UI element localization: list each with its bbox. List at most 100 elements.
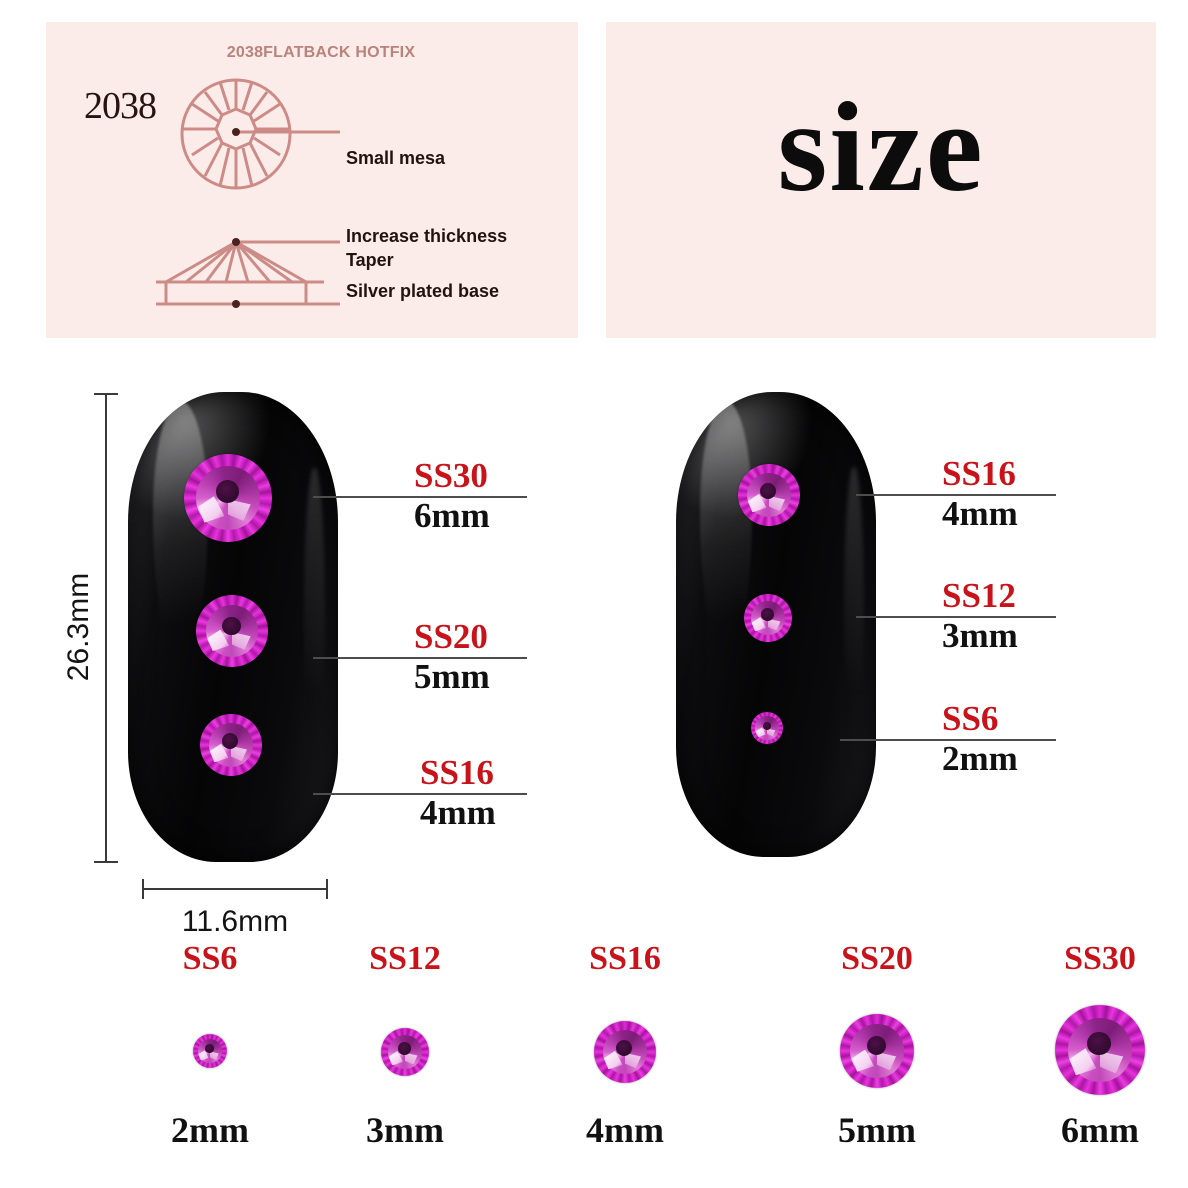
swatch-ss12: SS12 3mm xyxy=(310,930,500,1170)
gem-highlight-right xyxy=(232,632,251,650)
leader-line-ss16-right xyxy=(856,494,1056,496)
swatch-gem-holder xyxy=(310,1002,500,1102)
gem-ss12-on-nail-right xyxy=(744,594,792,642)
diagram-anchor-dots xyxy=(232,128,240,308)
gem-top-facet-spokes xyxy=(182,80,290,188)
gem-core xyxy=(762,721,771,730)
label-taper: Taper xyxy=(346,250,394,270)
gem-highlight-left xyxy=(756,727,766,737)
swatch-gem-holder xyxy=(782,1002,972,1102)
nail-left-height-dimension xyxy=(94,393,118,863)
gem-highlight-right xyxy=(769,495,785,512)
callout-ss12-right: SS12 3mm xyxy=(942,578,1018,653)
callout-ss-label: SS12 xyxy=(942,576,1016,615)
swatch-mm-label: 5mm xyxy=(838,1110,916,1150)
gem-core xyxy=(205,1044,215,1054)
swatch-ss6: SS6 2mm xyxy=(115,930,305,1170)
gem-highlight-right xyxy=(877,1052,897,1071)
callout-ss16: SS16 4mm xyxy=(420,755,496,830)
nail-left xyxy=(128,392,338,862)
swatch-ss16: SS16 4mm xyxy=(530,930,720,1170)
gem-highlight-right xyxy=(1100,1051,1124,1074)
swatch-ss20: SS20 5mm xyxy=(782,930,972,1170)
gem-ss30-swatch xyxy=(1055,1005,1145,1095)
callout-mm-label: 3mm xyxy=(942,616,1018,655)
spec-panel-code: 2038 xyxy=(84,85,157,127)
gem-highlight-right xyxy=(210,1051,219,1060)
gem-core xyxy=(760,482,777,499)
callout-mm-label: 5mm xyxy=(414,657,490,696)
callout-ss20: SS20 5mm xyxy=(414,619,490,694)
callout-ss16-right: SS16 4mm xyxy=(942,456,1018,531)
swatch-mm-label: 3mm xyxy=(366,1110,444,1150)
leader-line-ss12-right xyxy=(856,616,1056,618)
callout-mm-label: 2mm xyxy=(942,739,1018,778)
swatch-gem-holder xyxy=(1005,1002,1188,1102)
nail-right-gloss xyxy=(700,401,752,662)
size-panel-title: size xyxy=(777,76,985,218)
gem-ss6-swatch xyxy=(193,1034,227,1068)
callout-ss6-right: SS6 2mm xyxy=(942,701,1018,776)
callout-ss-label: SS20 xyxy=(414,617,488,656)
gem-core xyxy=(398,1042,411,1055)
gem-core xyxy=(215,480,239,504)
gem-core xyxy=(616,1039,633,1056)
leader-line-ss16 xyxy=(313,793,527,795)
size-swatch-row: SS6 2mm SS12 3mm SS16 xyxy=(60,930,1150,1170)
size-panel: size xyxy=(606,22,1156,338)
gem-core xyxy=(222,732,239,749)
swatch-mm-label: 4mm xyxy=(586,1110,664,1150)
gem-ss16-on-nail xyxy=(200,714,262,776)
nail-left-height-label: 26.3mm xyxy=(62,572,95,682)
gem-core xyxy=(866,1036,886,1056)
gem-highlight-right xyxy=(231,745,247,762)
label-silver-plated-base: Silver plated base xyxy=(346,281,500,301)
callout-ss-label: SS16 xyxy=(420,753,494,792)
gem-highlight-right xyxy=(768,618,781,631)
gem-ss16-swatch xyxy=(594,1021,656,1083)
leader-line-ss30 xyxy=(313,496,527,498)
gem-ss12-swatch xyxy=(381,1028,429,1076)
gem-ss6-on-nail-right xyxy=(751,712,783,744)
label-increase-thickness: Increase thickness xyxy=(346,226,508,246)
nail-right-gloss-secondary xyxy=(844,466,864,755)
swatch-ss-label: SS12 xyxy=(369,940,441,977)
leader-line-ss20 xyxy=(313,657,527,659)
gem-highlight-right xyxy=(625,1052,641,1069)
swatch-ss-label: SS6 xyxy=(182,940,238,977)
nail-right xyxy=(676,392,876,857)
gem-ss30-on-nail xyxy=(184,454,272,542)
swatch-gem-holder xyxy=(115,1002,305,1102)
gem-highlight-right xyxy=(228,499,251,521)
swatch-gem-holder xyxy=(530,1002,720,1102)
gem-ss16-on-nail-right xyxy=(738,464,800,526)
swatch-mm-label: 6mm xyxy=(1061,1110,1139,1150)
gem-ss20-swatch xyxy=(840,1014,914,1088)
gem-highlight-left xyxy=(198,1050,209,1061)
callout-mm-label: 4mm xyxy=(420,793,496,832)
spec-panel-header: 2038FLATBACK HOTFIX xyxy=(226,44,416,61)
swatch-ss30: SS30 6mm xyxy=(1005,930,1188,1170)
callout-ss30: SS30 6mm xyxy=(414,458,490,533)
swatch-ss-label: SS16 xyxy=(589,940,661,977)
swatch-ss-label: SS30 xyxy=(1064,940,1136,977)
label-small-mesa: Small mesa xyxy=(346,148,446,168)
callout-ss-label: SS16 xyxy=(942,454,1016,493)
nail-left-width-dimension xyxy=(142,879,328,899)
callout-ss-label: SS6 xyxy=(942,699,999,738)
gem-core xyxy=(761,608,774,621)
gem-side-facet-lines xyxy=(185,240,293,284)
gem-core xyxy=(221,616,241,636)
swatch-ss-label: SS20 xyxy=(841,940,913,977)
gem-highlight-right xyxy=(405,1052,418,1065)
nail-left-gloss-secondary xyxy=(304,467,326,759)
callout-ss-label: SS30 xyxy=(414,456,488,495)
nail-left-width-label: 11.6mm xyxy=(181,905,289,938)
spec-panel: 2038FLATBACK HOTFIX 2038 xyxy=(46,22,578,338)
gem-highlight-right xyxy=(767,728,776,737)
callout-mm-label: 4mm xyxy=(942,494,1018,533)
flatback-diagram xyxy=(156,78,340,308)
gem-core xyxy=(1087,1032,1111,1056)
gem-ss20-on-nail xyxy=(196,595,268,667)
leader-line-ss6-right xyxy=(840,739,1056,741)
